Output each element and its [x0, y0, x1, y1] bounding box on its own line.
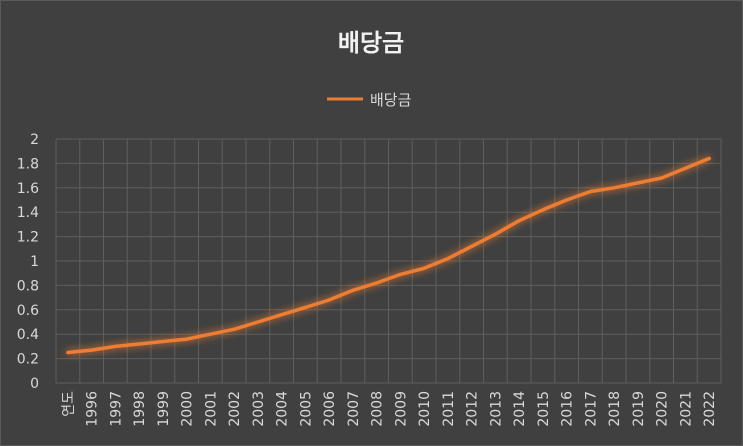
y-tick-label: 1.4 — [17, 205, 39, 221]
x-tick-label: 2003 — [251, 391, 267, 427]
x-tick-label: 2006 — [322, 391, 338, 427]
x-tick-label: 2019 — [631, 391, 647, 427]
legend-label: 배당금 — [370, 91, 412, 109]
x-tick-label: 2005 — [298, 391, 314, 427]
x-tick-label: 1999 — [156, 391, 172, 427]
grid — [55, 138, 722, 384]
y-tick-label: 1.8 — [17, 156, 39, 172]
y-axis: 0 0.2 0.4 0.6 0.8 1 1.2 1.4 1.6 1.8 2 — [17, 132, 39, 392]
x-tick-label: 2013 — [488, 391, 504, 427]
x-tick-label: 2020 — [655, 391, 671, 427]
x-tick-label: 2007 — [346, 391, 362, 427]
x-tick-label: 2017 — [583, 391, 599, 427]
y-tick-label: 1.2 — [17, 230, 39, 246]
x-tick-label: 1997 — [108, 391, 124, 427]
legend: 배당금 — [327, 91, 412, 109]
x-tick-label: 2009 — [393, 391, 409, 427]
chart-title: 배당금 — [338, 29, 404, 57]
y-tick-label: 0.4 — [17, 327, 39, 343]
y-tick-label: 1.6 — [17, 181, 39, 197]
y-tick-label: 0.2 — [17, 352, 39, 368]
x-axis: 연도 1996 1997 1998 1999 2000 2001 2002 2003 2004 20… — [61, 391, 718, 427]
x-tick-label: 2016 — [560, 391, 576, 427]
x-tick-label: 2001 — [203, 391, 219, 427]
x-tick-label: 2011 — [441, 391, 457, 427]
x-tick-label: 1996 — [85, 391, 101, 427]
x-tick-label: 2018 — [607, 391, 623, 427]
x-tick-label: 2022 — [702, 391, 718, 427]
x-tick-label: 2012 — [465, 391, 481, 427]
x-tick-label: 2000 — [180, 391, 196, 427]
x-tick-label: 연도 — [61, 391, 77, 417]
y-tick-label: 0 — [30, 376, 39, 392]
y-tick-label: 0.8 — [17, 278, 39, 294]
series — [66, 156, 711, 355]
x-tick-label: 2008 — [370, 391, 386, 427]
x-tick-label: 1998 — [132, 391, 148, 427]
y-tick-label: 0.6 — [17, 303, 39, 319]
x-tick-label: 2010 — [417, 391, 433, 427]
x-tick-label: 2015 — [536, 391, 552, 427]
x-tick-label: 2004 — [275, 391, 291, 427]
x-tick-label: 2002 — [227, 391, 243, 427]
x-tick-label: 2021 — [678, 391, 694, 427]
y-tick-label: 2 — [30, 132, 39, 148]
series-line — [66, 156, 711, 355]
x-tick-label: 2014 — [512, 391, 528, 427]
y-tick-label: 1 — [30, 254, 39, 270]
